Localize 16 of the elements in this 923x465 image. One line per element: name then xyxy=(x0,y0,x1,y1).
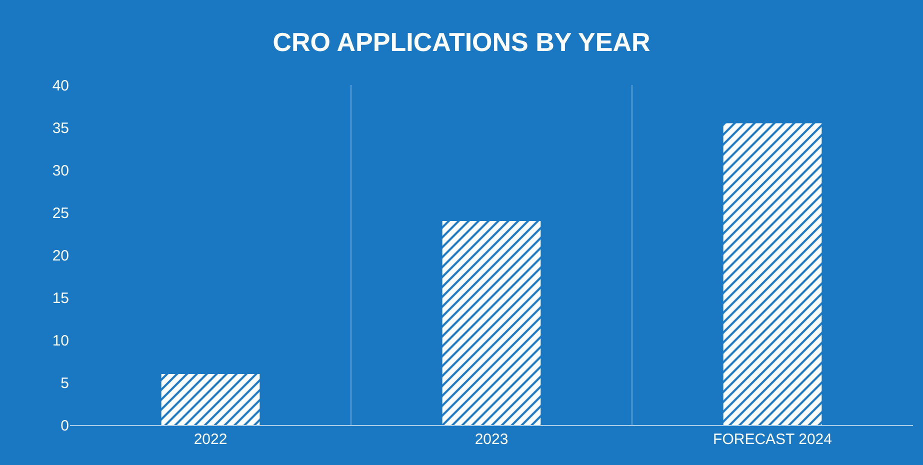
bar xyxy=(442,221,541,425)
y-tick-label: 25 xyxy=(52,204,69,222)
y-tick-label: 20 xyxy=(52,247,69,264)
bar xyxy=(161,374,260,425)
y-tick-label: 10 xyxy=(52,332,69,350)
y-tick-label: 0 xyxy=(60,417,69,434)
y-tick-label: 40 xyxy=(52,77,69,94)
y-tick-label: 15 xyxy=(52,290,69,307)
x-tick-label: 2022 xyxy=(194,431,228,448)
bar xyxy=(723,123,822,425)
x-tick-label: 2023 xyxy=(474,431,508,448)
chart-title: CRO APPLICATIONS BY YEAR xyxy=(272,26,650,57)
y-tick-label: 35 xyxy=(52,120,69,137)
y-tick-label: 5 xyxy=(60,374,69,392)
y-tick-label: 30 xyxy=(52,162,69,180)
x-tick-label: FORECAST 2024 xyxy=(713,431,832,448)
